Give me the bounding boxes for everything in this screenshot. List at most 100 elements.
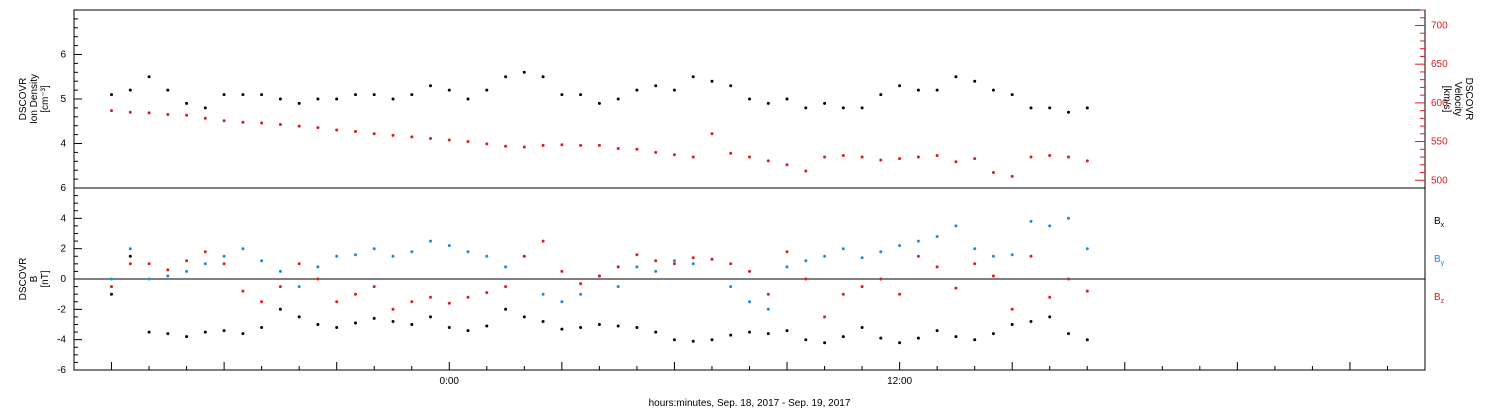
velocity-tick-label: 600 <box>1431 98 1448 109</box>
data-point <box>785 265 789 269</box>
data-point <box>710 338 714 342</box>
data-point <box>879 250 883 254</box>
data-point <box>1067 277 1070 281</box>
data-point <box>222 119 226 123</box>
data-point <box>485 254 489 258</box>
data-point <box>766 307 770 311</box>
data-point <box>916 239 920 243</box>
data-point <box>185 113 189 117</box>
data-point <box>1048 154 1052 157</box>
data-point <box>1048 295 1052 299</box>
data-point <box>1085 338 1089 342</box>
data-point <box>823 155 827 159</box>
data-point <box>973 262 977 266</box>
data-point <box>879 277 883 281</box>
data-point <box>335 254 339 258</box>
data-point <box>166 274 170 278</box>
data-point <box>297 262 301 266</box>
data-point <box>991 88 995 92</box>
data-point <box>297 124 301 128</box>
data-point <box>522 70 526 74</box>
data-point <box>447 301 451 305</box>
data-point <box>991 332 995 336</box>
x-axis-title: hours:minutes, Sep. 18, 2017 - Sep. 19, … <box>649 398 851 409</box>
data-point <box>147 75 151 79</box>
series-bz <box>110 239 1089 319</box>
data-point <box>691 155 695 159</box>
data-point <box>860 285 864 289</box>
velocity-axis-label-line3: [km/s] <box>1441 86 1452 113</box>
data-point <box>973 157 977 161</box>
series-by <box>110 216 1089 311</box>
data-point <box>654 84 658 88</box>
data-point <box>954 160 958 164</box>
data-point <box>898 244 902 248</box>
data-point <box>954 286 958 290</box>
data-point <box>748 330 751 334</box>
data-point <box>560 327 564 331</box>
data-point <box>785 329 789 333</box>
b-axis-label-line3: [nT] <box>40 270 51 287</box>
data-point <box>185 335 189 339</box>
data-point <box>1048 106 1052 110</box>
density-tick-label: 6 <box>60 50 66 61</box>
data-point <box>222 93 226 97</box>
data-point <box>710 79 714 83</box>
data-point <box>278 307 282 311</box>
data-point <box>785 97 789 101</box>
data-point <box>147 330 151 334</box>
data-point <box>579 292 583 296</box>
data-point <box>203 116 207 120</box>
data-point <box>260 93 264 97</box>
data-point <box>185 269 189 273</box>
data-point <box>879 158 883 162</box>
data-point <box>954 335 958 339</box>
data-point <box>729 333 733 337</box>
data-point <box>316 323 320 326</box>
data-point <box>879 93 883 97</box>
data-point <box>635 88 639 92</box>
data-point <box>841 247 845 251</box>
data-point <box>335 128 339 132</box>
data-point <box>1085 247 1089 251</box>
data-point <box>241 120 245 124</box>
data-point <box>241 332 245 336</box>
data-point <box>654 330 658 334</box>
data-point <box>860 326 864 329</box>
data-point <box>1067 155 1070 159</box>
data-point <box>278 285 282 289</box>
data-point <box>672 338 676 342</box>
data-point <box>354 253 357 257</box>
data-point <box>1010 307 1014 311</box>
data-point <box>335 300 339 304</box>
data-point <box>916 254 920 258</box>
data-point <box>485 291 489 295</box>
data-point <box>429 84 432 88</box>
velocity-tick-label: 500 <box>1431 175 1448 186</box>
data-point <box>766 292 770 296</box>
data-point <box>110 277 113 281</box>
data-point <box>691 75 695 79</box>
b-tick-label: 2 <box>60 244 66 255</box>
data-point <box>635 147 639 151</box>
data-point <box>710 257 714 261</box>
data-point <box>579 282 583 286</box>
data-point <box>1010 253 1014 257</box>
data-point <box>391 254 395 258</box>
data-point <box>335 326 339 329</box>
data-point <box>766 101 770 105</box>
data-point <box>278 97 282 101</box>
data-point <box>841 154 845 157</box>
b-tick-label: 6 <box>60 183 66 194</box>
velocity-axis-label-line2: Velocity <box>1452 82 1463 116</box>
data-point <box>128 247 132 251</box>
data-point <box>410 300 414 304</box>
b-axis-label: DSCOVR B [nT] <box>18 258 51 301</box>
data-point <box>522 145 526 149</box>
data-point <box>1010 323 1014 326</box>
data-point <box>297 285 301 289</box>
data-point <box>597 143 601 147</box>
data-point <box>391 97 395 101</box>
